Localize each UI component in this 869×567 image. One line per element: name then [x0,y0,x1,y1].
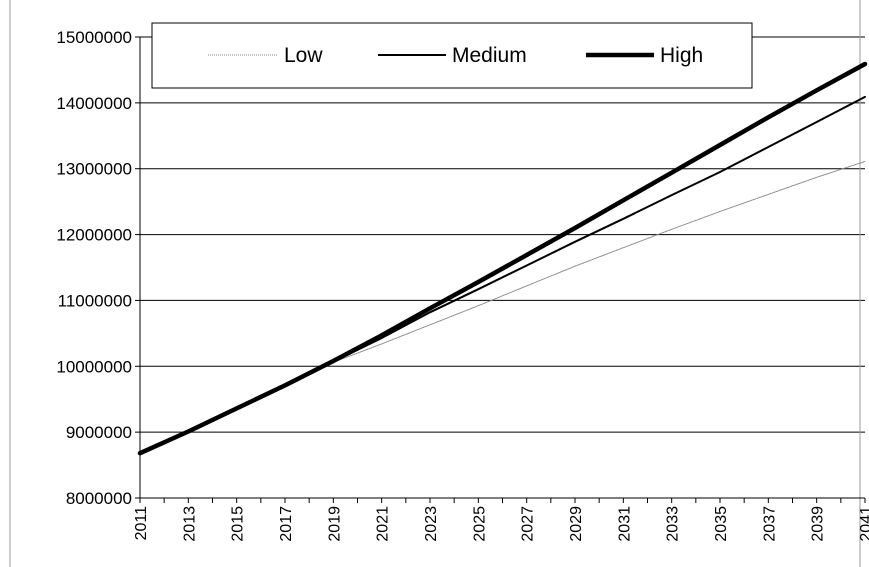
axes [9,0,866,567]
x-tick-label: 2025 [471,506,488,542]
x-tick-label: 2031 [616,506,633,542]
series-lines [137,61,868,456]
x-tick-label: 2039 [810,506,827,542]
series-line-low [139,161,866,454]
x-tick-label: 2033 [665,506,682,542]
y-tick-label: 14000000 [56,94,132,113]
y-tick-label: 11000000 [58,291,132,310]
legend-label-high: High [660,44,703,67]
x-tick-label: 2021 [375,506,392,542]
y-tick-label: 12000000 [56,226,132,245]
y-tick-label: 9000000 [66,423,132,442]
y-tick-label: 13000000 [56,160,132,179]
y-tick-labels: 8000000 9000000 10000000 11000000 12000000 13… [56,28,132,508]
x-tick-label: 2041 [858,506,869,542]
series-line-medium [139,95,866,455]
legend: Low Medium High [151,22,753,89]
x-tick-labels: 2011 2013 2015 2017 2019 2021 2023 2025 2027 2029… [133,506,869,542]
x-tick-label: 2013 [181,506,198,542]
x-tick-label: 2019 [326,506,343,542]
y-tick-label: 10000000 [56,357,132,376]
x-tick-label: 2035 [713,506,730,542]
x-tick-label: 2029 [568,506,585,542]
x-tick-label: 2037 [761,506,778,542]
x-tick-label: 2017 [278,506,295,542]
series-line-high [137,61,868,456]
legend-label-medium: Medium [452,44,527,67]
x-tick-label: 2027 [520,506,537,542]
legend-label-low: Low [284,44,323,67]
x-tick-label: 2023 [423,506,440,542]
x-tick-label: 2011 [133,506,150,541]
x-tick-label: 2015 [230,506,247,542]
y-tick-label: 15000000 [56,28,132,47]
y-tick-label: 8000000 [66,489,132,508]
